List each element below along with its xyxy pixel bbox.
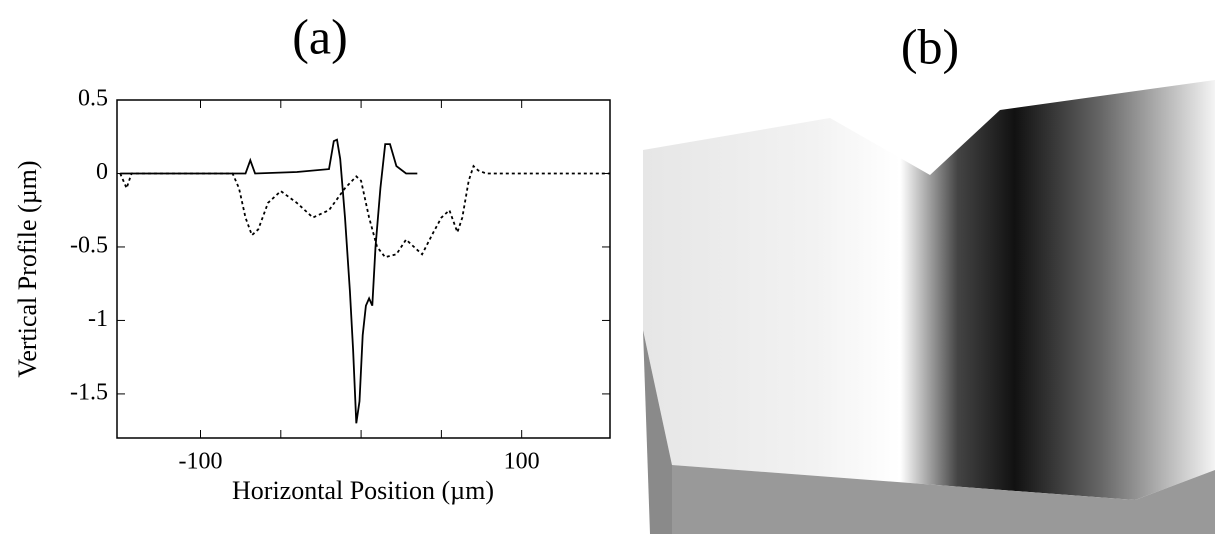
panel-label: (a) — [292, 8, 348, 64]
surface — [643, 80, 1215, 500]
block-face — [672, 465, 1215, 534]
y-tick-label: -1.5 — [70, 379, 108, 405]
y-axis-label: Vertical Profile (µm) — [13, 160, 42, 377]
y-tick-label: -0.5 — [70, 232, 108, 258]
y-tick-label: 0 — [96, 159, 108, 185]
line-series — [120, 138, 418, 424]
block-side — [643, 330, 672, 534]
x-tick-label: -100 — [179, 449, 223, 475]
plot-frame — [116, 99, 611, 439]
panel-label: (b) — [901, 18, 959, 74]
surface-image — [643, 80, 1215, 534]
line-series — [119, 164, 610, 259]
y-tick-label: 0.5 — [78, 86, 108, 112]
x-tick-label: 100 — [504, 449, 540, 475]
x-axis-label: Horizontal Position (µm) — [232, 476, 494, 505]
y-tick-label: -1 — [88, 306, 108, 332]
